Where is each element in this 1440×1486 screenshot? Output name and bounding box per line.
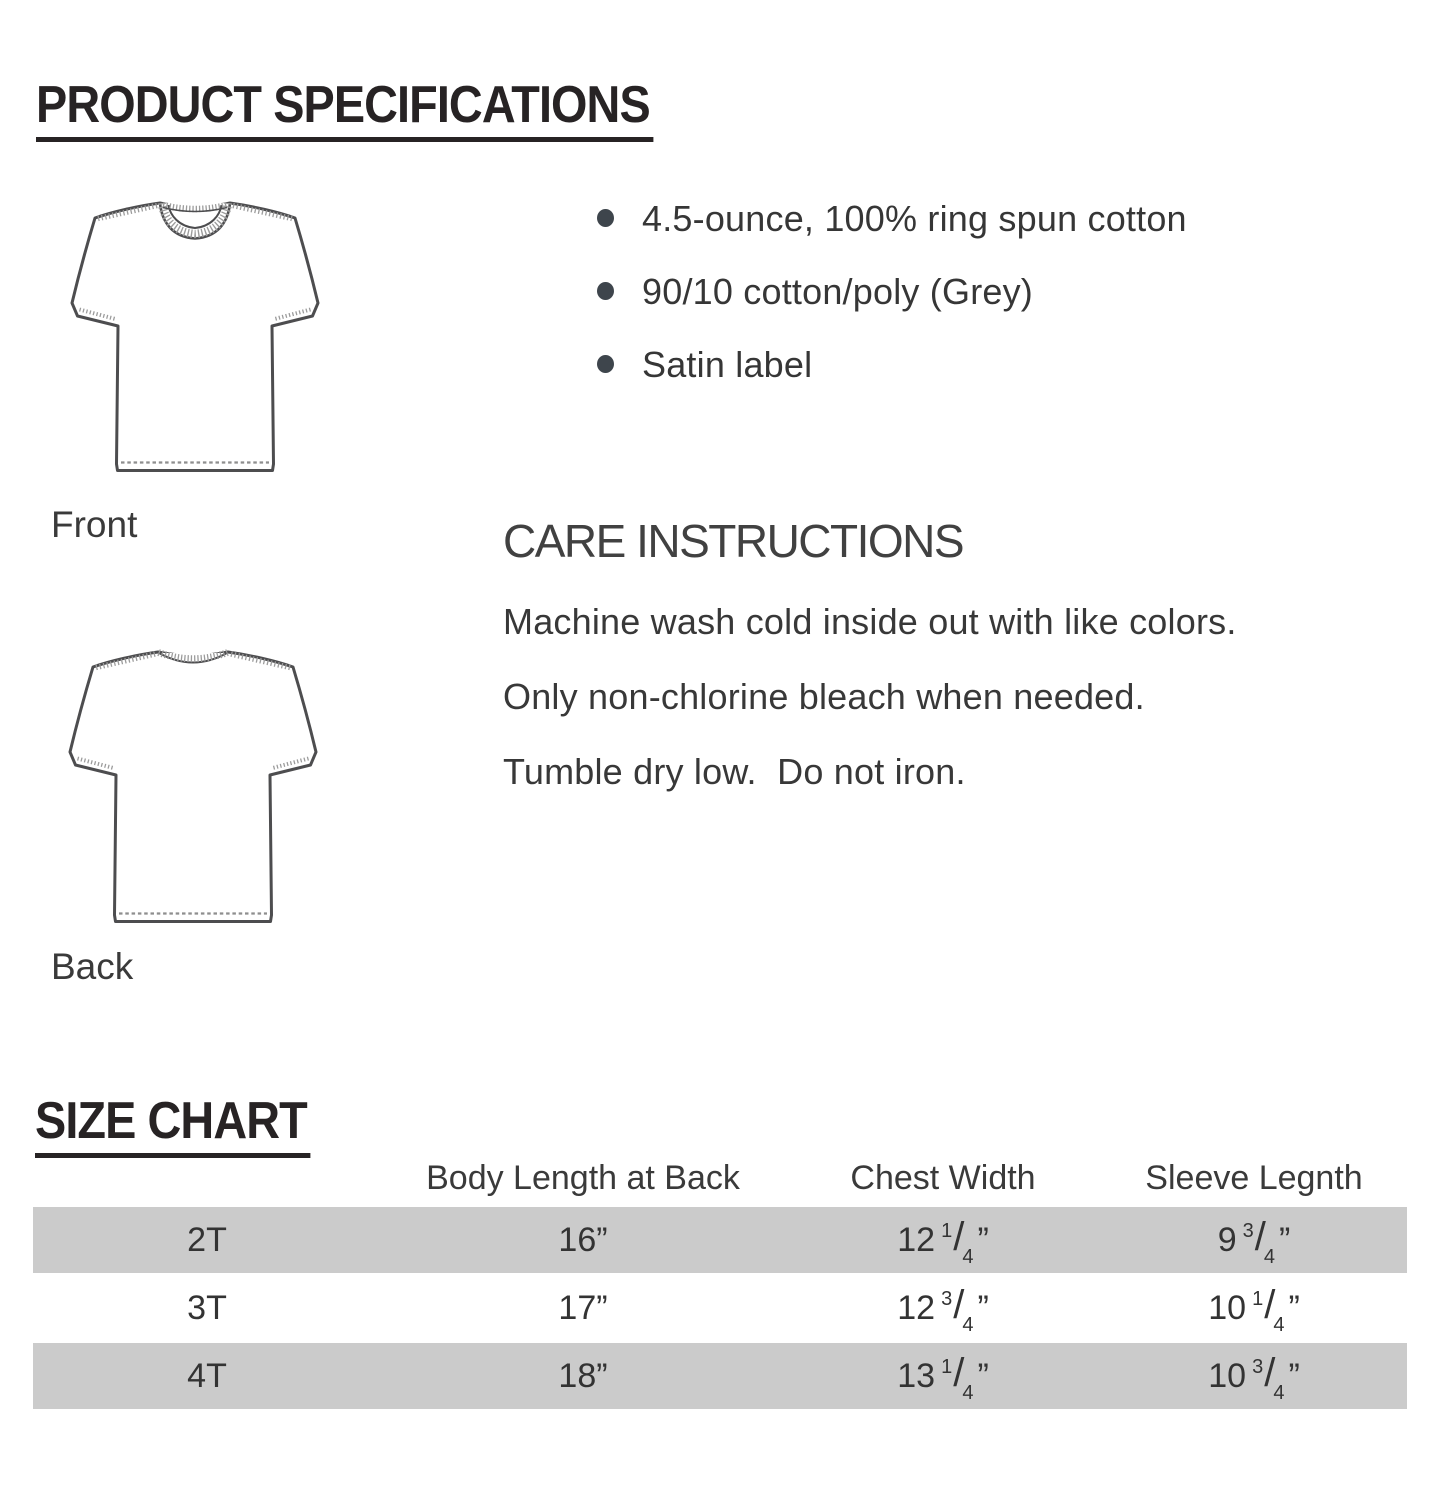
shoulder-seam-right: [232, 202, 293, 222]
care-instruction-line: Only non-chlorine bleach when needed.: [503, 676, 1145, 717]
bullet-dot-icon: [597, 282, 614, 300]
care-instruction-line: Machine wash cold inside out with like c…: [503, 601, 1237, 642]
size-chart-title: SIZE CHART: [35, 1093, 311, 1159]
table-row: 2T 16” 12 1/4” 9 3/4”: [33, 1207, 1407, 1273]
tshirt-front-body: [70, 201, 320, 472]
shoulder-seam-left: [95, 651, 156, 671]
tshirt-back-body: [68, 650, 318, 923]
table-header-row: Body Length at Back Chest Width Sleeve L…: [33, 1143, 1407, 1205]
chest-width-cell: 12 1/4”: [897, 1215, 989, 1268]
chest-width-cell: 12 3/4”: [897, 1283, 989, 1336]
back-collar-edge: [162, 206, 228, 213]
column-header-sleeve-length: Sleeve Legnth: [1145, 1159, 1363, 1197]
column-header-chest-width: Chest Width: [850, 1159, 1036, 1197]
chest-width-cell: 13 1/4”: [897, 1351, 989, 1404]
page-title: PRODUCT SPECIFICATIONS: [36, 77, 654, 142]
bullet-item: 4.5-ounce, 100% ring spun cotton: [597, 197, 1417, 240]
bullet-text: 90/10 cotton/poly (Grey): [642, 271, 1033, 312]
cuff-stitch-left: [78, 307, 117, 321]
size-chart-table: Body Length at Back Chest Width Sleeve L…: [33, 1143, 1407, 1409]
collar-ribbing: [157, 202, 233, 239]
cuff-stitch-right: [271, 756, 310, 770]
bullet-dot-icon: [597, 209, 614, 227]
sleeve-length-cell: 10 1/4”: [1208, 1283, 1300, 1336]
bullet-dot-icon: [597, 355, 614, 373]
care-instruction-line: Tumble dry low. Do not iron.: [503, 751, 966, 792]
back-view-label: Back: [51, 946, 134, 987]
bullet-text: 4.5-ounce, 100% ring spun cotton: [642, 198, 1187, 239]
shoulder-seam-right: [230, 651, 291, 671]
tshirt-front-image: [70, 201, 320, 472]
body-length-cell: 17”: [558, 1289, 608, 1327]
bullet-item: Satin label: [597, 343, 1417, 386]
care-instructions-title: CARE INSTRUCTIONS: [503, 515, 965, 567]
cuff-stitch-right: [273, 307, 312, 321]
table-row: 3T 17” 12 3/4” 10 1/4”: [33, 1275, 1407, 1341]
size-cell: 2T: [187, 1221, 227, 1259]
cuff-stitch-left: [76, 756, 115, 770]
spec-bullet-list: 4.5-ounce, 100% ring spun cotton 90/10 c…: [597, 197, 1417, 416]
front-view-label: Front: [51, 504, 138, 545]
size-cell: 3T: [187, 1289, 227, 1327]
shoulder-seam-left: [97, 202, 158, 222]
size-cell: 4T: [187, 1357, 227, 1395]
tshirt-back-image: [68, 649, 318, 923]
table-row: 4T 18” 13 1/4” 10 3/4”: [33, 1343, 1407, 1409]
sleeve-length-cell: 9 3/4”: [1217, 1215, 1291, 1268]
body-length-cell: 16”: [558, 1221, 608, 1259]
body-length-cell: 18”: [558, 1357, 608, 1395]
back-collar-ribbing: [157, 649, 229, 663]
bullet-item: 90/10 cotton/poly (Grey): [597, 270, 1417, 313]
sleeve-length-cell: 10 3/4”: [1208, 1351, 1300, 1404]
care-instructions-section: CARE INSTRUCTIONS Machine wash cold insi…: [503, 514, 1440, 793]
bullet-text: Satin label: [642, 344, 813, 385]
column-header-body-length: Body Length at Back: [426, 1159, 740, 1197]
column-header-size: [33, 1195, 381, 1205]
